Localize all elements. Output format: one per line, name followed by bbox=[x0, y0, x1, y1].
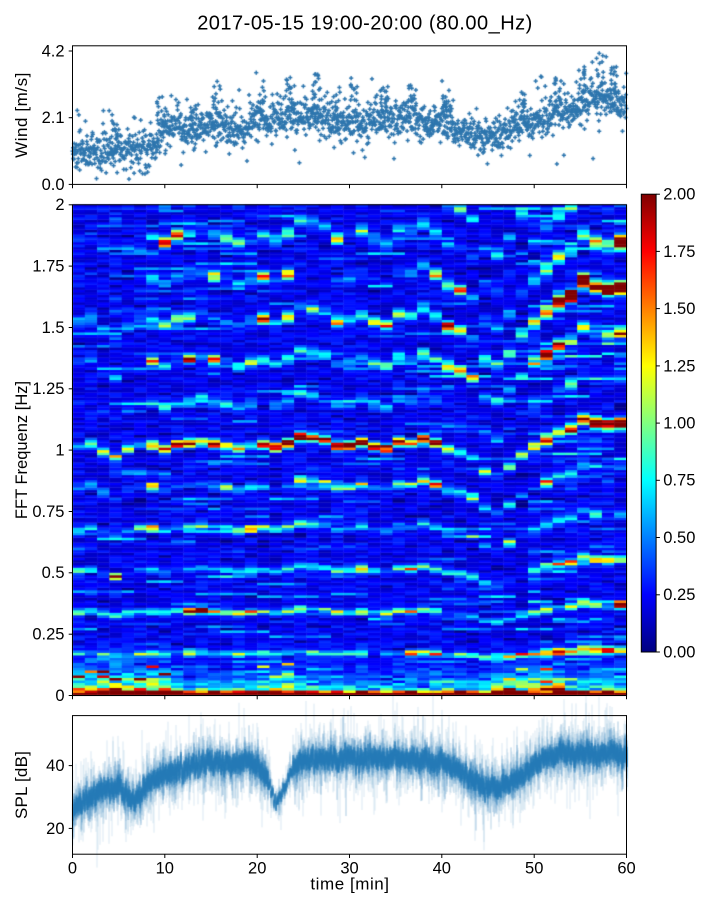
svg-text:FFT Frequenz [Hz]: FFT Frequenz [Hz] bbox=[13, 381, 31, 519]
svg-text:0.75: 0.75 bbox=[663, 472, 695, 490]
svg-text:1.25: 1.25 bbox=[32, 380, 64, 398]
svg-text:20: 20 bbox=[248, 859, 266, 877]
svg-text:1.75: 1.75 bbox=[32, 258, 64, 276]
svg-text:4.2: 4.2 bbox=[42, 42, 65, 60]
svg-text:50: 50 bbox=[525, 859, 543, 877]
svg-text:0: 0 bbox=[68, 859, 77, 877]
svg-text:1.25: 1.25 bbox=[663, 357, 695, 375]
svg-text:0.75: 0.75 bbox=[32, 503, 64, 521]
svg-text:Wind [m/s]: Wind [m/s] bbox=[12, 72, 31, 158]
svg-text:30: 30 bbox=[340, 859, 358, 877]
svg-text:20: 20 bbox=[46, 820, 64, 838]
svg-text:60: 60 bbox=[617, 859, 635, 877]
svg-text:0.00: 0.00 bbox=[663, 643, 695, 661]
svg-text:0.25: 0.25 bbox=[32, 626, 64, 644]
svg-text:2: 2 bbox=[55, 196, 64, 214]
svg-text:0.0: 0.0 bbox=[42, 176, 65, 194]
svg-text:40: 40 bbox=[46, 757, 64, 775]
svg-text:0.5: 0.5 bbox=[42, 564, 65, 582]
svg-text:1.50: 1.50 bbox=[663, 300, 695, 318]
svg-text:1: 1 bbox=[55, 442, 64, 460]
svg-text:time [min]: time [min] bbox=[310, 875, 389, 894]
svg-text:40: 40 bbox=[433, 859, 451, 877]
svg-text:10: 10 bbox=[156, 859, 174, 877]
svg-text:1.00: 1.00 bbox=[663, 415, 695, 433]
svg-text:1.75: 1.75 bbox=[663, 243, 695, 261]
svg-text:1.5: 1.5 bbox=[42, 319, 65, 337]
svg-text:2.00: 2.00 bbox=[663, 186, 695, 204]
svg-text:2.1: 2.1 bbox=[42, 109, 65, 127]
svg-text:0.50: 0.50 bbox=[663, 529, 695, 547]
svg-text:0: 0 bbox=[55, 687, 64, 705]
svg-text:0.25: 0.25 bbox=[663, 586, 695, 604]
svg-text:SPL [dB]: SPL [dB] bbox=[12, 751, 31, 819]
svg-text:2017-05-15 19:00-20:00 (80.00_: 2017-05-15 19:00-20:00 (80.00_Hz) bbox=[197, 13, 533, 35]
